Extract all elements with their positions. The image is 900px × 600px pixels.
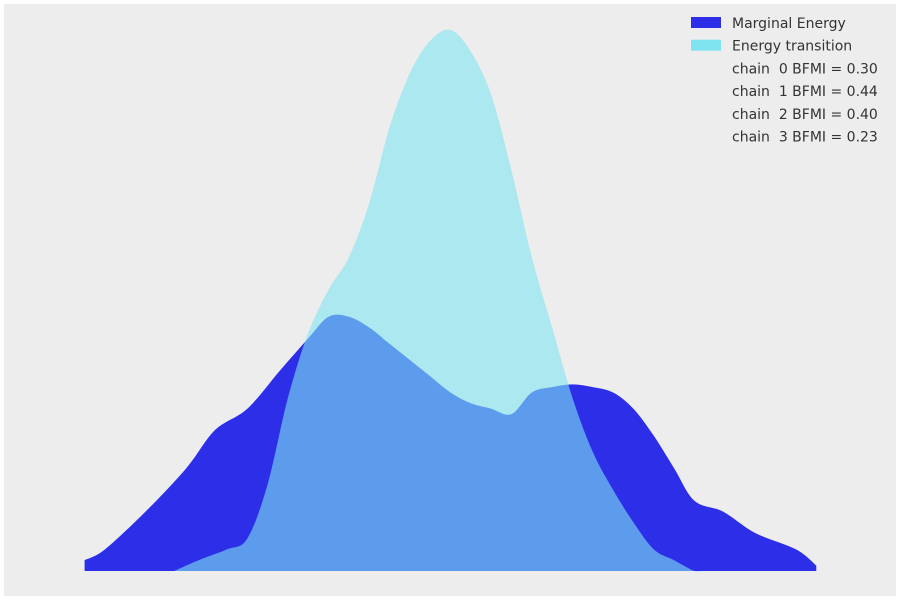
legend-swatch-1 xyxy=(691,39,721,51)
density-areas xyxy=(84,29,817,572)
legend-swatch-0 xyxy=(691,17,721,28)
legend-label-3: chain 1 BFMI = 0.44 xyxy=(732,84,878,100)
legend-label-1: Energy transition xyxy=(732,39,852,55)
legend-label-5: chain 3 BFMI = 0.23 xyxy=(732,130,878,146)
legend-label-4: chain 2 BFMI = 0.40 xyxy=(732,107,878,123)
legend-label-2: chain 0 BFMI = 0.30 xyxy=(732,61,878,77)
legend: Marginal Energy Energy transition chain 0 … xyxy=(691,16,878,146)
legend-label-0: Marginal Energy xyxy=(732,16,846,32)
density-area-1 xyxy=(174,29,703,572)
